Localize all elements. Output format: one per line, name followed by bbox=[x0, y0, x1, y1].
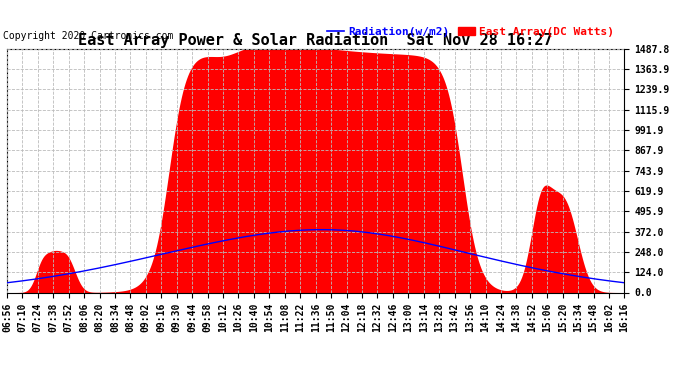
Legend: Radiation(w/m2), East Array(DC Watts): Radiation(w/m2), East Array(DC Watts) bbox=[323, 22, 619, 42]
Text: Copyright 2020 Cartronics.com: Copyright 2020 Cartronics.com bbox=[3, 32, 174, 41]
Title: East Array Power & Solar Radiation  Sat Nov 28 16:27: East Array Power & Solar Radiation Sat N… bbox=[79, 32, 553, 48]
